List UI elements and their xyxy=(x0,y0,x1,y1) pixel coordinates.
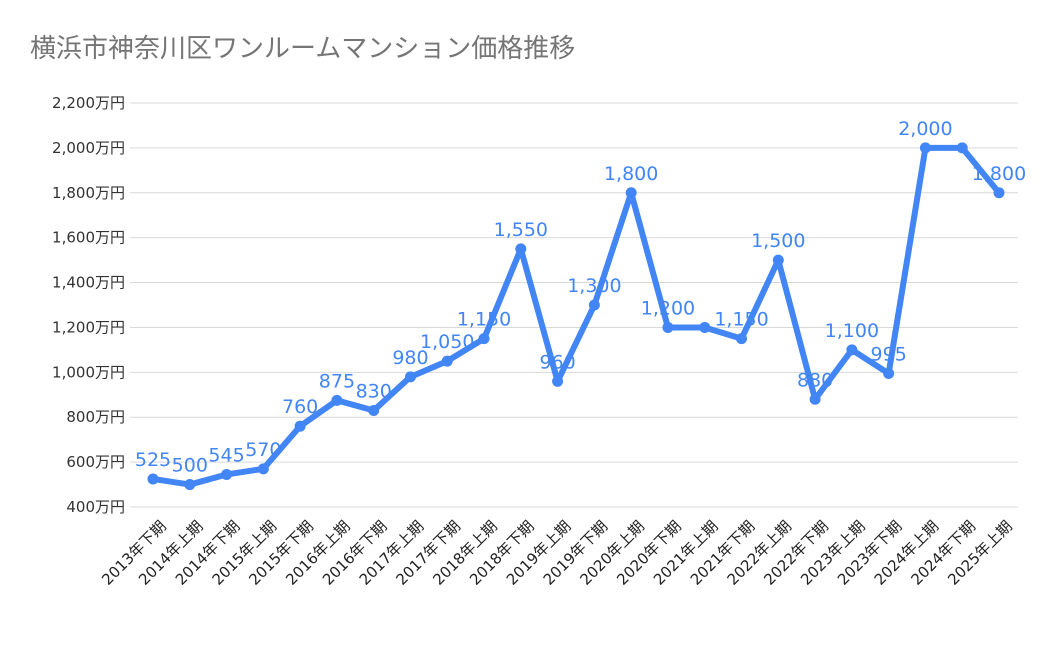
data-point xyxy=(809,393,821,405)
data-label: 1,150 xyxy=(714,309,768,331)
data-label: 1,800 xyxy=(972,163,1026,185)
y-tick-label: 400万円 xyxy=(66,498,125,516)
data-point xyxy=(846,344,858,356)
data-point xyxy=(478,333,490,345)
data-label: 995 xyxy=(871,343,907,365)
data-point xyxy=(331,394,343,406)
data-point xyxy=(772,254,784,266)
y-tick-label: 1,800万円 xyxy=(52,184,125,202)
data-point xyxy=(257,463,269,475)
data-point xyxy=(294,420,306,432)
data-label: 960 xyxy=(539,351,575,373)
data-label: 2,000 xyxy=(898,118,952,140)
y-tick-label: 2,200万円 xyxy=(52,94,125,112)
data-label: 525 xyxy=(135,449,171,471)
data-label: 570 xyxy=(245,439,281,461)
data-point xyxy=(552,375,564,387)
data-point xyxy=(699,321,711,333)
data-point xyxy=(736,333,748,345)
data-label: 760 xyxy=(282,396,318,418)
data-label: 1,150 xyxy=(457,309,511,331)
data-point xyxy=(883,367,895,379)
data-point xyxy=(515,243,527,255)
data-label: 1,500 xyxy=(751,230,805,252)
data-label: 1,100 xyxy=(825,320,879,342)
y-tick-label: 1,600万円 xyxy=(52,229,125,247)
data-label: 500 xyxy=(172,455,208,477)
series-line-path xyxy=(150,144,1002,488)
data-label: 1,200 xyxy=(641,297,695,319)
y-tick-label: 1,400万円 xyxy=(52,274,125,292)
data-point xyxy=(956,142,968,154)
x-axis-ticks: 2013年下期2014年上期2014年下期2015年上期2015年下期2016年… xyxy=(98,517,1016,589)
data-label: 1,800 xyxy=(604,163,658,185)
data-point xyxy=(221,468,233,480)
data-point xyxy=(184,479,196,491)
data-label: 1,300 xyxy=(567,275,621,297)
data-point xyxy=(441,355,453,367)
data-label: 1,050 xyxy=(420,331,474,353)
data-label: 875 xyxy=(319,370,355,392)
data-label: 830 xyxy=(356,380,392,402)
data-point xyxy=(147,473,159,485)
gridlines xyxy=(130,102,1018,508)
y-tick-label: 1,000万円 xyxy=(52,363,125,381)
series-line xyxy=(150,144,1002,488)
y-tick-label: 600万円 xyxy=(66,453,125,471)
data-point xyxy=(662,321,674,333)
chart-title: 横浜市神奈川区ワンルームマンション価格推移 xyxy=(30,34,576,64)
y-tick-label: 1,200万円 xyxy=(52,318,125,336)
y-axis-ticks: 400万円 600万円 800万円 1,000万円 1,200万円 1,400万円 1,60… xyxy=(52,94,125,516)
data-point xyxy=(368,404,380,416)
data-point xyxy=(993,187,1005,199)
data-point xyxy=(919,142,931,154)
data-label: 1,550 xyxy=(494,219,548,241)
y-tick-label: 800万円 xyxy=(66,408,125,426)
data-point xyxy=(404,371,416,383)
data-label: 545 xyxy=(208,444,244,466)
data-label: 880 xyxy=(797,369,833,391)
data-point xyxy=(625,187,637,199)
series-points xyxy=(147,142,1005,491)
data-label: 980 xyxy=(392,347,428,369)
y-tick-label: 2,000万円 xyxy=(52,139,125,157)
data-point xyxy=(588,299,600,311)
